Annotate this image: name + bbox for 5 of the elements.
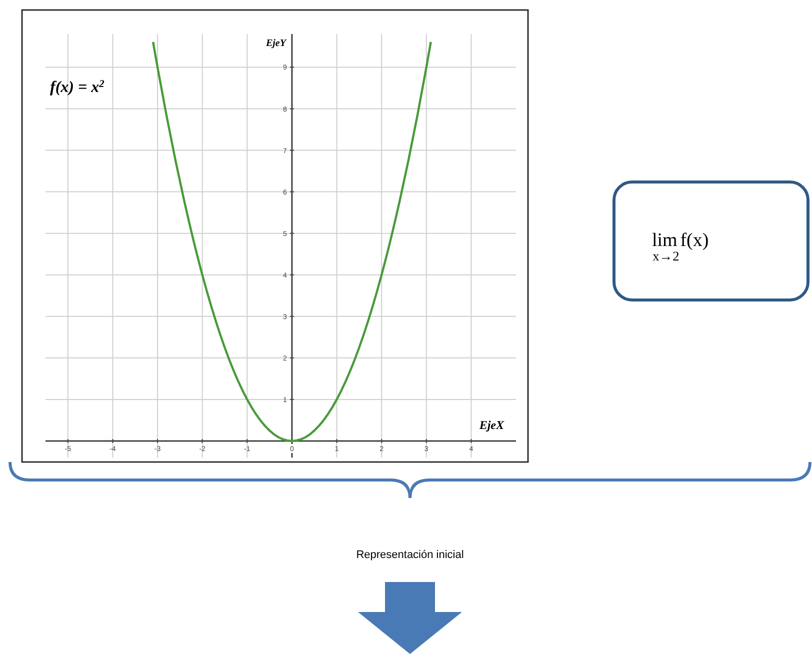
y-axis-title: EjeY <box>264 38 287 49</box>
x-axis-title: EjeX <box>478 418 505 432</box>
line-series <box>152 40 432 442</box>
text: Representación inicial <box>356 549 464 561</box>
annotation: f(x) = x$^{2}$ <box>50 78 104 96</box>
